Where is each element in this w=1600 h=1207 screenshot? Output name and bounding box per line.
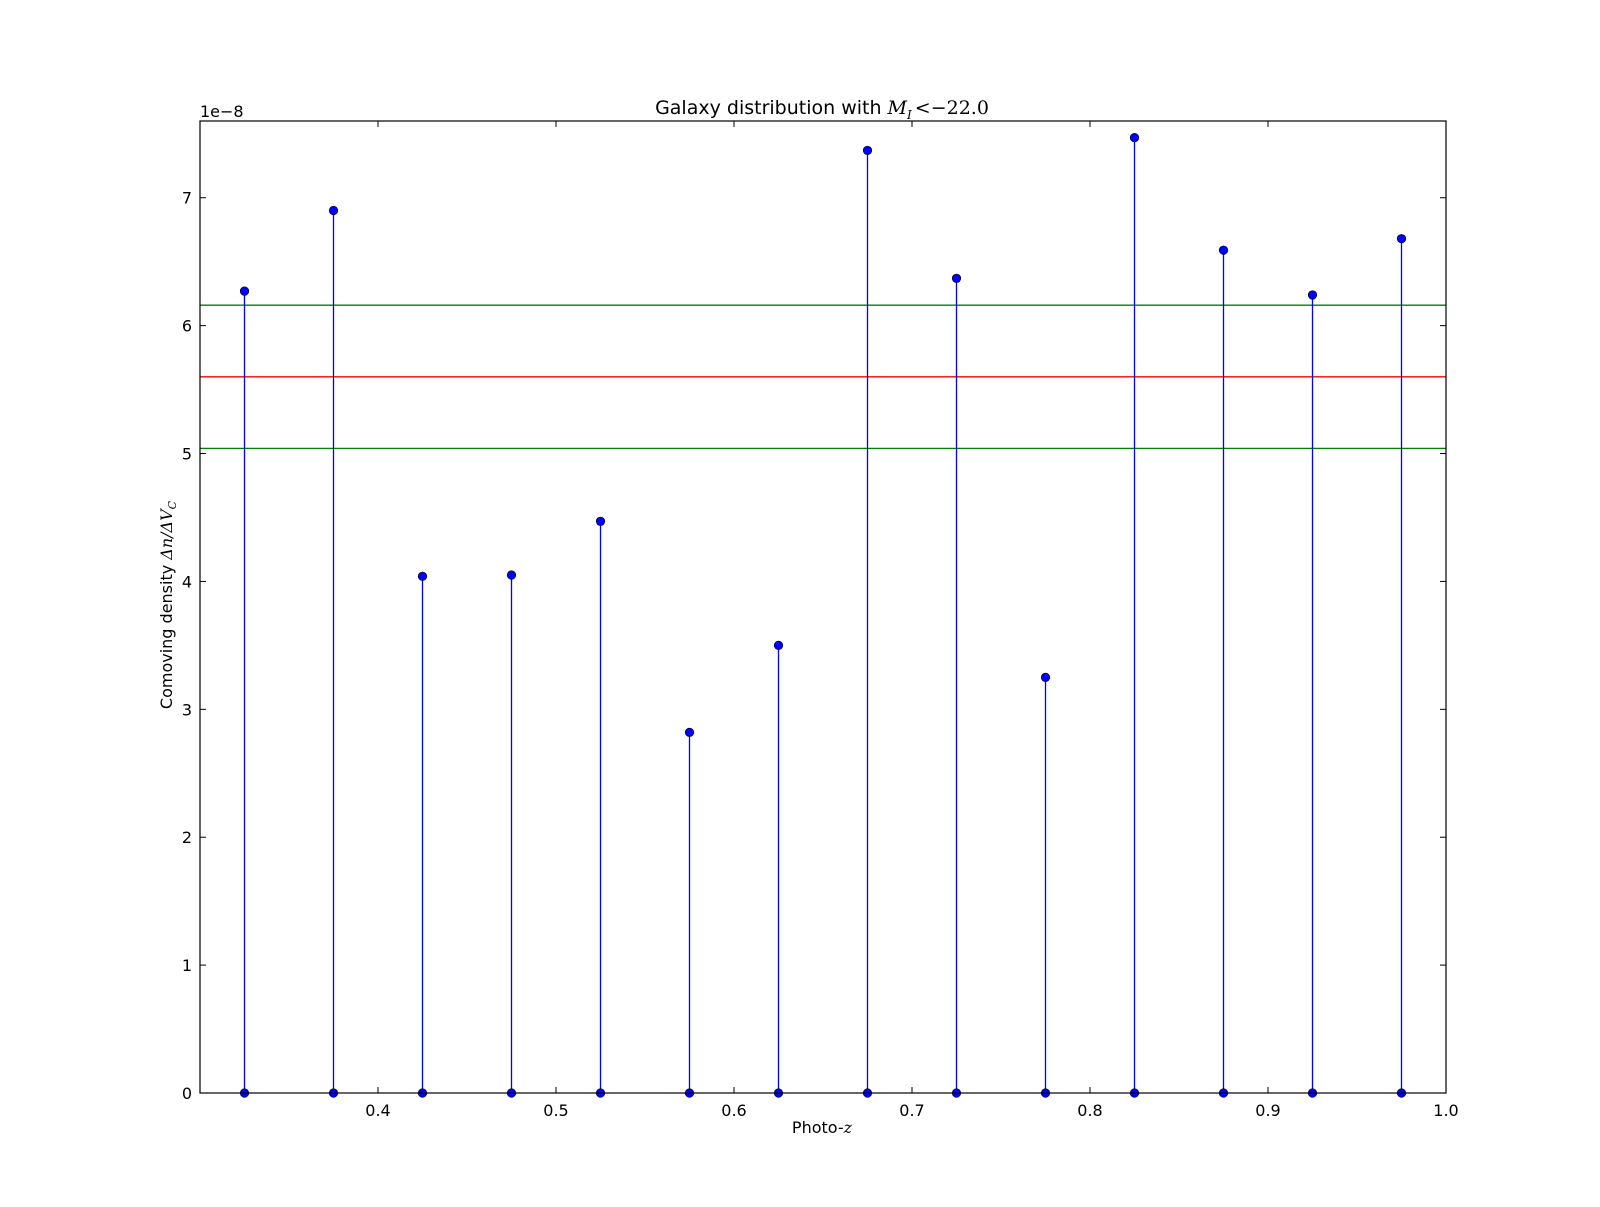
data-point bbox=[1396, 234, 1407, 244]
y-axis-label-math-sub: C bbox=[166, 500, 179, 509]
x-tick-label: 0.9 bbox=[1255, 1101, 1280, 1120]
data-point bbox=[417, 571, 428, 581]
y-offset-label: 1e−8 bbox=[200, 102, 244, 121]
y-axis-label-text: Comoving density bbox=[157, 560, 176, 709]
data-point bbox=[773, 640, 784, 650]
y-axis-label-math: Δn/ΔV bbox=[157, 508, 176, 561]
y-tick-label: 5 bbox=[182, 445, 192, 464]
data-point bbox=[1040, 672, 1051, 682]
plot-area: 0.4 0.5 0.6 0.7 0.8 0.9 1.0 0 1 2 3 4 5 6 7 bbox=[182, 120, 1459, 1120]
y-tick-label: 1 bbox=[182, 956, 192, 975]
data-point bbox=[684, 727, 695, 737]
chart-title-math-value: −22.0 bbox=[931, 97, 989, 119]
data-point bbox=[328, 205, 339, 216]
chart-title: Galaxy distribution with MI <−22.0 bbox=[655, 97, 989, 122]
x-tick-label: 0.7 bbox=[899, 1101, 924, 1120]
x-tick-label: 0.5 bbox=[543, 1101, 568, 1120]
data-point bbox=[239, 286, 250, 296]
chart-title-text: Galaxy distribution with bbox=[655, 97, 887, 119]
y-axis-label: Comoving density Δn/ΔVC bbox=[157, 500, 179, 709]
chart-title-math-op: < bbox=[915, 97, 931, 119]
x-axis-label: Photo-z bbox=[792, 1118, 853, 1137]
x-tick-label: 0.6 bbox=[721, 1101, 746, 1120]
axes-frame bbox=[199, 120, 1447, 1094]
data-point bbox=[1218, 245, 1229, 255]
y-tick-label: 7 bbox=[182, 189, 192, 208]
y-tick-label: 0 bbox=[182, 1084, 192, 1103]
x-axis-label-math: z bbox=[843, 1118, 853, 1137]
data-point bbox=[506, 570, 517, 580]
data-point bbox=[1129, 133, 1140, 143]
data-point bbox=[595, 516, 606, 526]
y-tick-label: 6 bbox=[182, 317, 192, 336]
data-point bbox=[951, 273, 962, 283]
x-tick-label: 1.0 bbox=[1433, 1101, 1458, 1120]
y-tick-label: 4 bbox=[182, 572, 192, 591]
x-tick-label: 0.4 bbox=[365, 1101, 390, 1120]
x-tick-label: 0.8 bbox=[1077, 1101, 1102, 1120]
y-tick-label: 2 bbox=[182, 828, 192, 847]
data-point bbox=[862, 145, 873, 156]
chart-title-math-sub: I bbox=[906, 108, 912, 122]
data-point bbox=[1307, 290, 1318, 300]
x-axis-label-text: Photo- bbox=[792, 1118, 844, 1137]
y-tick-label: 3 bbox=[182, 700, 192, 719]
chart-title-math-var: M bbox=[887, 97, 908, 119]
